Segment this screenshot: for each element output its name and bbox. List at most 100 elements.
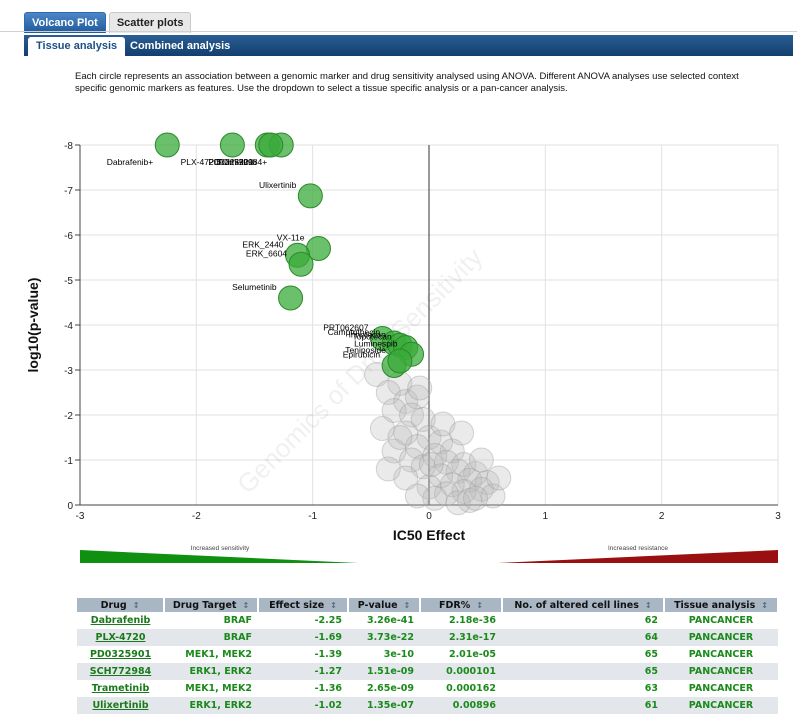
tab-volcano-plot[interactable]: Volcano Plot (24, 12, 106, 33)
point-label: Selumetinib (232, 282, 277, 292)
resistance-wedge (498, 550, 778, 563)
plot-description: Each circle represents an association be… (75, 71, 739, 94)
drug-link[interactable]: PD0325901 (89, 649, 152, 660)
tab-scatter-plots[interactable]: Scatter plots (108, 12, 192, 33)
point-label: PLX-4720 (181, 157, 219, 167)
nonsignificant-point (375, 380, 401, 405)
nonsignificant-point (433, 449, 459, 475)
tab-combined-analysis[interactable]: Combined analysis (130, 40, 231, 52)
table-cell: -1.36 (314, 683, 342, 694)
nonsignificant-point (404, 483, 430, 509)
significant-point (219, 132, 245, 158)
drug-link[interactable]: Trametinib (91, 683, 150, 694)
nonsignificant-point (407, 375, 433, 401)
point-label: Camptothecin (328, 327, 381, 337)
x-tick-label: -2 (192, 511, 201, 522)
x-tick-label: 3 (775, 511, 781, 522)
table-header: Drug ↕ Drug Target ↕ Effect size ↕ P-value ↕ FDR… (77, 598, 779, 612)
nonsignificant-point (445, 490, 471, 516)
nonsignificant-point (486, 465, 512, 491)
significant-point (278, 285, 304, 311)
nonsignificant-point (393, 389, 419, 414)
nonsignificant-point (439, 472, 465, 498)
table-cell: 1.51e-09 (348, 663, 420, 680)
table-cell: PANCANCER (688, 683, 754, 694)
column-header-label: FDR% (439, 599, 471, 611)
y-tick-label: -6 (64, 231, 73, 242)
sort-icon[interactable]: ↕ (403, 600, 411, 610)
column-header[interactable]: Drug Target ↕ (164, 598, 259, 612)
sort-icon[interactable]: ↕ (330, 600, 337, 610)
significant-point (258, 132, 284, 158)
sort-icon[interactable]: ↕ (132, 600, 140, 610)
y-tick-label: -2 (64, 411, 73, 422)
nonsignificant-point (468, 447, 494, 473)
table-cell: MEK1, MEK2 (185, 649, 252, 660)
significant-point (297, 183, 323, 209)
table-cell: 2.01e-05 (448, 649, 496, 660)
table-cell: PANCANCER (664, 697, 778, 714)
nonsignificant-point (449, 420, 475, 446)
drug-link[interactable]: Dabrafenib (90, 615, 151, 626)
nonsignificant-point (399, 447, 425, 473)
point-label: Topotecan (352, 332, 391, 342)
table-cell: ERK1, ERK2 (164, 663, 258, 680)
drug-link[interactable]: PLX-4720 (77, 629, 164, 646)
nonsignificant-point (474, 470, 500, 495)
point-label: Ulixertinib (259, 180, 297, 190)
sort-icon[interactable]: ↕ (761, 600, 768, 610)
nonsignificant-point (433, 481, 459, 507)
nonsignificant-point (369, 416, 395, 441)
x-tick-label: -1 (308, 511, 317, 522)
y-tick-label: 0 (67, 501, 73, 512)
point-label: VX-11e (277, 233, 305, 243)
nonsignificant-point (463, 461, 489, 486)
x-tick-label: 1 (543, 511, 549, 522)
column-header[interactable]: Effect size ↕ (258, 598, 349, 612)
resistance-label: Increased resistance (608, 545, 668, 552)
main-tab-bar: Volcano Plot Scatter plots (24, 12, 192, 33)
nonsignificant-point (468, 476, 494, 502)
table-cell: 63 (644, 683, 658, 694)
column-header-label: Drug Target (172, 599, 237, 611)
nonsignificant-point (381, 438, 407, 464)
x-tick-label: 0 (426, 511, 432, 522)
nonsignificant-point (416, 425, 442, 450)
table-cell: 64 (502, 629, 664, 646)
nonsignificant-point (410, 454, 436, 480)
table-row: PLX-4720 BRAF -1.69 3.73e-22 2.31e-17 64 PANCA… (77, 629, 778, 646)
sort-icon[interactable]: ↕ (644, 600, 652, 610)
nonsignificant-point (451, 479, 477, 504)
sort-icon[interactable]: ↕ (242, 600, 250, 610)
nonsignificant-point (422, 485, 448, 511)
sort-icon[interactable]: ↕ (476, 600, 483, 610)
column-header[interactable]: FDR% ↕ (420, 598, 503, 612)
nonsignificant-point (428, 429, 454, 455)
x-tick-label: -3 (76, 511, 85, 522)
table-cell: -1.27 (258, 663, 348, 680)
column-header[interactable]: Tissue analysis ↕ (664, 598, 779, 612)
table-cell: 0.00896 (420, 697, 502, 714)
table-cell: 3.26e-41 (366, 615, 414, 626)
column-header[interactable]: Drug ↕ (77, 598, 165, 612)
column-header-label: Drug (100, 599, 127, 611)
column-header[interactable]: No. of altered cell lines ↕ (502, 598, 665, 612)
table-cell: ERK1, ERK2 (164, 697, 258, 714)
table-row: Ulixertinib ERK1, ERK2 -1.02 1.35e-07 0.0089… (77, 697, 778, 714)
sensitivity-wedge (80, 550, 358, 563)
drug-link[interactable]: Ulixertinib (77, 697, 164, 714)
column-header-label: No. of altered cell lines (514, 599, 639, 611)
point-label: Epirubicin (343, 350, 381, 360)
table-cell: -1.02 (258, 697, 348, 714)
table-cell: 65 (502, 663, 664, 680)
column-header[interactable]: P-value ↕ (348, 598, 421, 612)
tab-tissue-analysis[interactable]: Tissue analysis (28, 37, 126, 56)
point-label: PRT062607 (323, 323, 368, 333)
nonsignificant-point (416, 474, 442, 500)
column-header-label: Effect size (269, 599, 325, 611)
point-label: PD0325901 (208, 157, 253, 167)
y-tick-label: -1 (64, 456, 73, 467)
drug-link[interactable]: SCH772984 (77, 663, 164, 680)
table-cell: 3e-10 (383, 649, 414, 660)
table-cell: BRAF (223, 615, 252, 626)
